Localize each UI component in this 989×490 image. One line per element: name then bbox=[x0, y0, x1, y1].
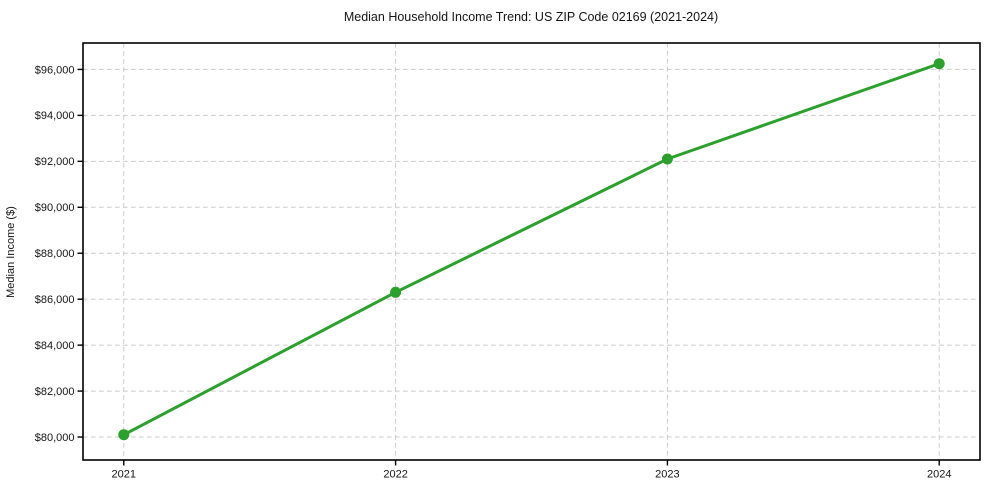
y-tick-label: $84,000 bbox=[35, 340, 75, 352]
x-tick-label: 2023 bbox=[655, 469, 679, 481]
y-tick-label: $92,000 bbox=[35, 156, 75, 168]
data-point-2024 bbox=[933, 58, 945, 70]
trend-line bbox=[122, 62, 941, 437]
data-point-2021 bbox=[118, 429, 130, 441]
series-layer bbox=[118, 58, 945, 441]
plot-border bbox=[82, 42, 981, 461]
y-axis-label: Median Income ($) bbox=[5, 206, 17, 298]
grid-layer bbox=[83, 43, 980, 460]
x-tick-label: 2024 bbox=[927, 469, 951, 481]
y-tick-label: $80,000 bbox=[35, 432, 75, 444]
x-tick-label: 2021 bbox=[112, 469, 136, 481]
y-tick-label: $82,000 bbox=[35, 386, 75, 398]
y-tick-label: $90,000 bbox=[35, 202, 75, 214]
y-tick-label: $96,000 bbox=[35, 64, 75, 76]
y-tick-label: $86,000 bbox=[35, 294, 75, 306]
y-tick-label: $88,000 bbox=[35, 248, 75, 260]
axis-layer: $80,000 $82,000 $84,000 $86,000 $88,000 $90,0… bbox=[35, 42, 981, 481]
chart-title: Median Household Income Trend: US ZIP Co… bbox=[344, 10, 718, 24]
x-tick-label: 2022 bbox=[383, 469, 407, 481]
data-point-2022 bbox=[390, 286, 402, 298]
data-point-2023 bbox=[661, 153, 673, 165]
y-tick-label: $94,000 bbox=[35, 110, 75, 122]
